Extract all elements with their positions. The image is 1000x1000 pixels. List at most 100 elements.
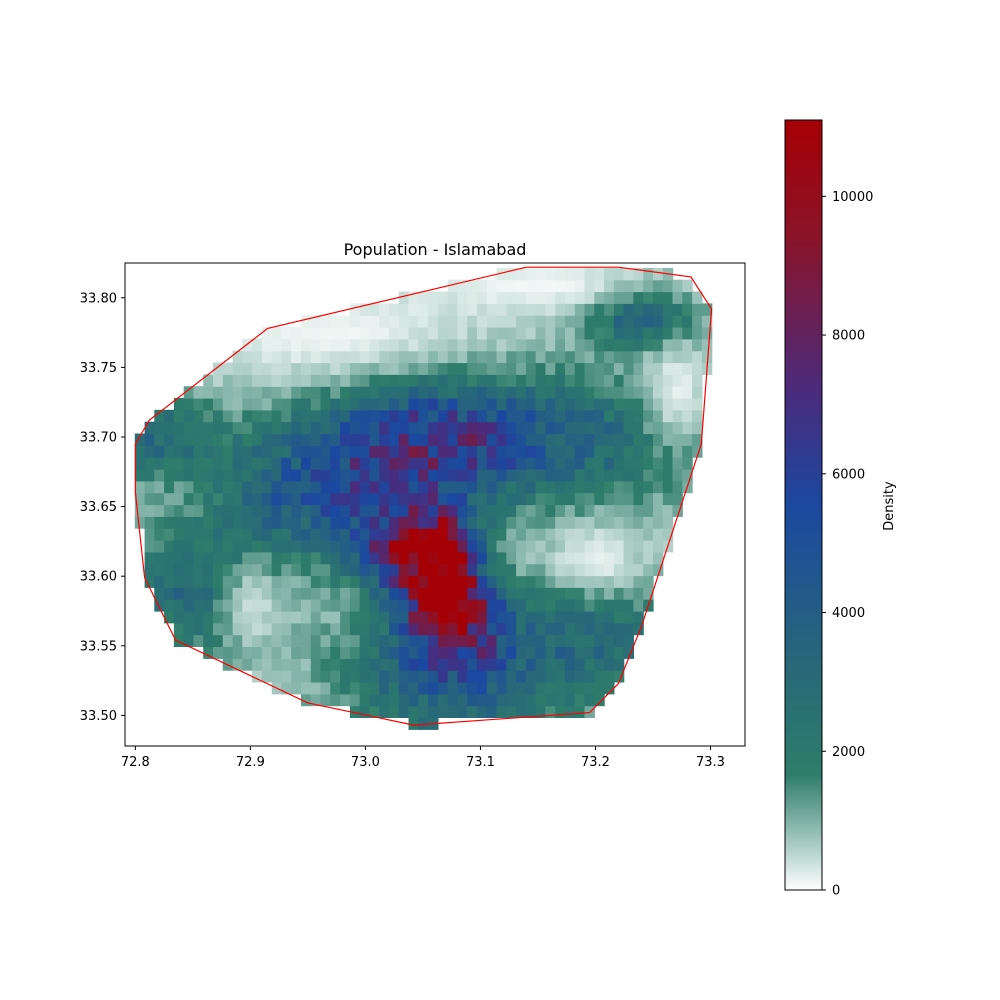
heatmap-cell xyxy=(310,469,322,482)
heatmap-cell xyxy=(486,409,498,423)
heatmap-cell xyxy=(525,398,537,411)
heatmap-cell xyxy=(682,421,693,435)
heatmap-cell xyxy=(154,433,165,446)
heatmap-cell xyxy=(144,528,155,541)
heatmap-cell xyxy=(574,457,586,470)
heatmap-cell xyxy=(340,540,351,553)
heatmap-cell xyxy=(584,386,595,399)
heatmap-cell xyxy=(301,622,312,636)
heatmap-cell xyxy=(359,551,371,565)
heatmap-cell xyxy=(496,516,507,529)
heatmap-cell xyxy=(623,433,634,446)
heatmap-cell xyxy=(682,386,693,399)
heatmap-cell xyxy=(682,374,693,387)
heatmap-cell xyxy=(516,457,527,470)
heatmap-cell xyxy=(261,587,273,600)
heatmap-cell xyxy=(535,291,546,304)
heatmap-cell xyxy=(144,469,155,482)
heatmap-cell xyxy=(604,492,615,506)
heatmap-cell xyxy=(555,279,566,293)
heatmap-cell xyxy=(164,599,175,612)
heatmap-cell xyxy=(467,575,478,588)
heatmap-cell xyxy=(447,682,459,695)
heatmap-cell xyxy=(281,350,292,364)
heatmap-cell xyxy=(506,670,517,683)
heatmap-cell xyxy=(506,338,517,352)
heatmap-cell xyxy=(203,540,214,553)
heatmap-cell xyxy=(486,291,498,304)
heatmap-cell xyxy=(418,327,429,340)
heatmap-cell xyxy=(291,682,302,695)
heatmap-cell xyxy=(594,398,605,411)
heatmap-cell xyxy=(232,551,243,565)
heatmap-cell xyxy=(613,480,625,494)
heatmap-cell xyxy=(301,421,312,435)
heatmap-cell xyxy=(467,409,478,423)
heatmap-cell xyxy=(643,516,654,529)
heatmap-cell xyxy=(349,421,361,435)
heatmap-cell xyxy=(291,563,302,577)
heatmap-cell xyxy=(193,634,204,647)
heatmap-cell xyxy=(584,682,595,695)
heatmap-cell xyxy=(291,338,302,352)
heatmap-cell xyxy=(320,480,331,494)
heatmap-cell xyxy=(389,338,400,352)
heatmap-cell xyxy=(496,634,507,647)
heatmap-cell xyxy=(437,705,449,718)
heatmap-cell xyxy=(643,445,654,458)
heatmap-cell xyxy=(359,693,371,707)
heatmap-cell xyxy=(594,303,605,316)
heatmap-cell xyxy=(418,528,429,541)
heatmap-cell xyxy=(320,551,331,565)
heatmap-cell xyxy=(301,634,312,647)
heatmap-cell xyxy=(349,480,361,494)
heatmap-cell xyxy=(545,421,556,435)
heatmap-cell xyxy=(281,682,292,695)
heatmap-cell xyxy=(584,303,595,316)
heatmap-cell xyxy=(545,279,556,293)
heatmap-cell xyxy=(213,540,224,553)
heatmap-cell xyxy=(320,469,331,482)
heatmap-cell xyxy=(398,575,410,588)
heatmap-cell xyxy=(535,516,546,529)
heatmap-cell xyxy=(525,303,537,316)
heatmap-cell xyxy=(310,611,322,624)
heatmap-cell xyxy=(428,693,439,707)
heatmap-cell xyxy=(203,551,214,565)
heatmap-cell xyxy=(271,599,283,612)
heatmap-cell xyxy=(692,386,703,399)
heatmap-cell xyxy=(594,634,605,647)
heatmap-cell xyxy=(242,374,253,387)
heatmap-cell xyxy=(428,634,439,647)
heatmap-cell xyxy=(232,445,243,458)
heatmap-cell xyxy=(252,611,263,624)
heatmap-cell xyxy=(672,433,683,446)
heatmap-cell xyxy=(281,445,292,458)
heatmap-cell xyxy=(281,516,292,529)
heatmap-cell xyxy=(369,575,380,588)
heatmap-cell xyxy=(662,492,674,506)
heatmap-cell xyxy=(633,338,644,352)
heatmap-cell xyxy=(477,386,488,399)
heatmap-cell xyxy=(623,350,634,364)
heatmap-cell xyxy=(271,398,283,411)
heatmap-cell xyxy=(349,398,361,411)
heatmap-cell xyxy=(271,374,283,387)
heatmap-cell xyxy=(369,398,380,411)
heatmap-cell xyxy=(428,374,439,387)
heatmap-cell xyxy=(232,563,243,577)
heatmap-cell xyxy=(633,315,644,328)
heatmap-cell xyxy=(643,350,654,364)
heatmap-cell xyxy=(496,303,507,316)
heatmap-cell xyxy=(193,563,204,577)
heatmap-cell xyxy=(565,705,576,718)
heatmap-cell xyxy=(232,658,243,671)
heatmap-cell xyxy=(261,516,273,529)
heatmap-cell xyxy=(301,327,312,340)
heatmap-cell xyxy=(477,374,488,387)
heatmap-cell xyxy=(164,575,175,588)
heatmap-cell xyxy=(349,445,361,458)
heatmap-cell xyxy=(565,338,576,352)
heatmap-cell xyxy=(574,551,586,565)
heatmap-cell xyxy=(408,611,419,624)
